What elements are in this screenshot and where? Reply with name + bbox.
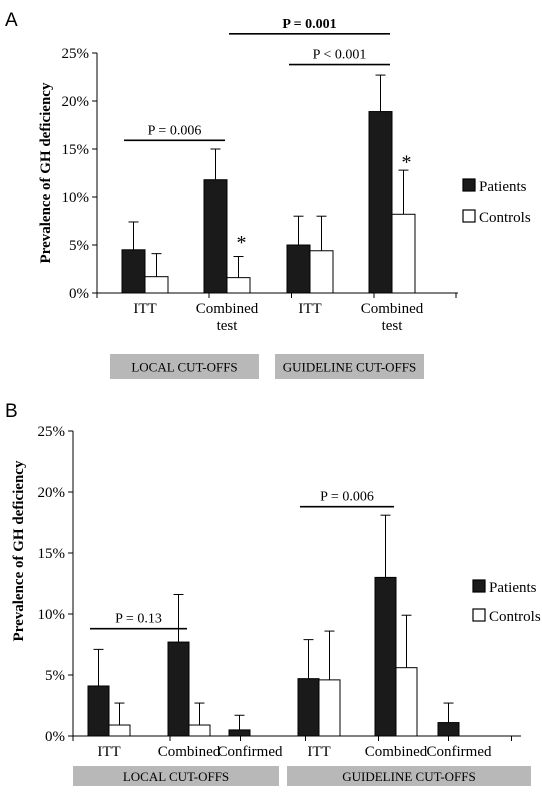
panel-b-bar-patients (437, 722, 460, 737)
panel-b-bar-controls (108, 724, 131, 737)
panel-b-legend-swatch-patients (472, 579, 486, 593)
panel-b-legend-swatch-controls (472, 608, 486, 622)
panel-a-bar-controls (226, 277, 251, 294)
panel-b-bar-patients (87, 685, 110, 737)
panel-a-bar-controls (391, 213, 416, 294)
panel-a-p-value-label: P = 0.001 (282, 17, 336, 32)
panel-b-legend-label-patients: Patients (489, 580, 537, 596)
panel-letter-a: A (5, 10, 18, 31)
panel-b-p-value-label: P = 0.006 (320, 490, 374, 505)
panel-a-bar-patients (121, 249, 146, 294)
panel-a-p-value-label: P < 0.001 (313, 48, 367, 63)
panel-a-bar-controls (309, 250, 334, 294)
panel-a-legend-swatch-controls (462, 209, 476, 223)
panel-a-group-label: GUIDELINE CUT-OFFS (283, 360, 417, 375)
panel-b-y-tick-label: 5% (45, 668, 65, 684)
panel-b-bar-controls (395, 667, 418, 737)
panel-a-y-tick-label: 5% (69, 238, 89, 254)
panel-b-y-axis-title: Prevalence of GH deficiency (11, 460, 27, 641)
panel-a-group-box (275, 354, 424, 379)
panel-b-y-tick-label: 25% (38, 424, 66, 440)
panel-a-y-tick-label: 20% (62, 94, 90, 110)
panel-b-category-label: Combined (365, 744, 428, 760)
panel-a-category-label: Combined (361, 301, 424, 317)
panel-b-y-tick-label: 20% (38, 485, 66, 501)
panel-a-bar-patients (368, 111, 393, 294)
chart-panel-a: 0% 5% 10% 15% 20% 25% Prevalence of GH deficie… (38, 17, 531, 379)
panel-a-y-tick-label: 15% (62, 142, 90, 158)
panel-b-bar-patients (297, 678, 320, 737)
panel-b-y-tick-label: 10% (38, 607, 66, 623)
panel-a-bar-patients (203, 179, 228, 294)
panel-b-category-label: Confirmed (427, 744, 492, 760)
panel-b-bar-patients (167, 641, 190, 737)
panel-a-group-box (110, 354, 259, 379)
panel-a-legend-label-controls: Controls (479, 210, 531, 226)
panel-b-group-box (287, 766, 531, 786)
panel-b-group-box (73, 766, 279, 786)
panel-a-category-label: test (217, 318, 239, 334)
panel-a-legend-swatch-patients (462, 178, 476, 192)
panel-a-y-axis-title: Prevalence of GH deficiency (38, 82, 54, 263)
panel-b-y-tick-label: 15% (38, 546, 66, 562)
chart-panel-b: 0% 5% 10% 15% 20% 25% Prevalence of GH deficie… (11, 424, 541, 786)
panel-a-y-tick-label: 0% (69, 286, 89, 302)
panel-letter-b: B (5, 401, 18, 422)
panel-a-y-tick-label: 25% (62, 46, 90, 62)
panel-b-category-label: ITT (97, 744, 120, 760)
panel-b-category-label: Combined (158, 744, 221, 760)
panel-a-category-label: test (382, 318, 404, 334)
panel-a-category-label: ITT (298, 301, 321, 317)
panel-b-bar-patients (228, 729, 251, 737)
panel-a-legend-label-patients: Patients (479, 179, 527, 195)
panel-b-p-value-label: P = 0.13 (115, 612, 162, 627)
panel-a-group-label: LOCAL CUT-OFFS (131, 360, 237, 375)
panel-a-significance-star: * (237, 232, 247, 254)
panel-a-category-label: ITT (133, 301, 156, 317)
panel-b-group-label: LOCAL CUT-OFFS (123, 769, 229, 784)
panel-b-bar-controls (318, 679, 341, 737)
panel-a-bar-patients (286, 244, 311, 294)
panel-a-category-label: Combined (196, 301, 259, 317)
panel-b-bar-patients (374, 576, 397, 737)
panel-b-category-label: Confirmed (218, 744, 283, 760)
panel-a-bar-controls (144, 276, 169, 294)
panel-b-group-label: GUIDELINE CUT-OFFS (342, 769, 476, 784)
panel-a-y-tick-label: 10% (62, 190, 90, 206)
panel-a-significance-star: * (402, 152, 412, 174)
panel-a-p-value-label: P = 0.006 (148, 123, 202, 138)
panel-b-category-label: ITT (307, 744, 330, 760)
panel-b-legend-label-controls: Controls (489, 609, 541, 625)
panel-b-bar-controls (188, 724, 211, 737)
panel-b-y-tick-label: 0% (45, 729, 65, 745)
